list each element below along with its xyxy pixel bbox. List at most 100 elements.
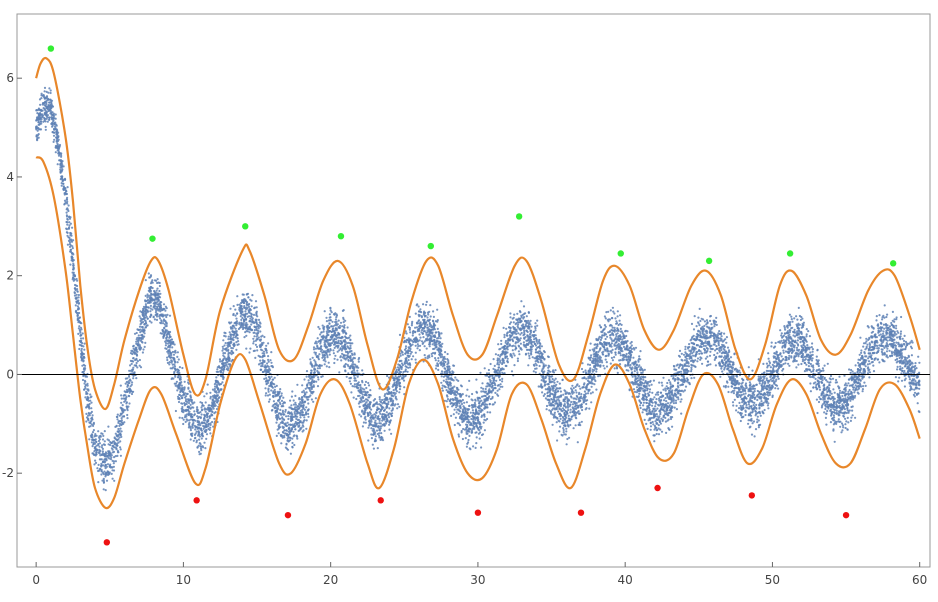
data-point — [434, 359, 437, 362]
data-point — [833, 391, 836, 394]
data-point — [655, 398, 658, 401]
data-point — [336, 358, 339, 361]
data-point — [646, 427, 649, 430]
data-point — [773, 361, 776, 364]
data-point — [135, 377, 138, 380]
data-point — [468, 415, 471, 418]
data-point — [757, 426, 761, 429]
data-point — [514, 345, 517, 348]
data-point — [582, 383, 586, 386]
data-point — [698, 324, 701, 327]
data-point — [243, 336, 246, 339]
data-point — [250, 305, 253, 308]
data-point — [437, 359, 440, 362]
data-point — [796, 343, 800, 346]
data-point — [238, 303, 241, 306]
data-point — [440, 370, 444, 373]
data-point — [83, 342, 86, 345]
data-point — [619, 327, 622, 330]
data-point — [763, 385, 766, 388]
data-point — [307, 415, 310, 418]
data-point — [868, 342, 871, 345]
data-point — [221, 349, 224, 352]
data-point — [183, 386, 186, 389]
data-point — [39, 128, 43, 131]
data-point — [107, 470, 110, 473]
data-point — [156, 313, 159, 316]
data-point — [898, 343, 901, 346]
data-point — [674, 399, 678, 402]
data-point — [305, 370, 309, 373]
data-point — [310, 369, 313, 372]
data-point — [672, 402, 676, 405]
data-point — [536, 324, 539, 327]
data-point — [455, 386, 458, 389]
data-point — [669, 383, 672, 386]
data-point — [701, 325, 704, 328]
data-point — [342, 321, 345, 324]
data-point — [334, 354, 337, 357]
data-point — [439, 354, 442, 357]
data-point — [120, 397, 123, 400]
data-point — [254, 356, 257, 359]
data-point — [350, 352, 353, 355]
data-point — [353, 353, 356, 356]
data-point — [311, 356, 314, 359]
data-point — [394, 403, 397, 406]
data-point — [499, 383, 502, 386]
data-point — [474, 418, 477, 421]
data-point — [740, 382, 743, 385]
data-point — [348, 350, 351, 353]
data-point — [844, 423, 847, 426]
data-point — [710, 323, 713, 326]
data-point — [886, 347, 889, 350]
data-point — [862, 385, 865, 388]
data-point — [439, 337, 442, 340]
data-point — [416, 330, 419, 333]
data-point — [422, 303, 425, 306]
data-point — [102, 434, 105, 437]
data-point — [378, 398, 381, 401]
data-point — [440, 375, 443, 378]
data-point — [263, 377, 266, 380]
data-point — [742, 393, 745, 396]
data-point — [437, 368, 440, 371]
data-point — [478, 437, 481, 440]
data-point — [518, 310, 522, 313]
data-point — [739, 419, 742, 423]
data-point — [616, 371, 619, 374]
data-point — [196, 406, 199, 409]
data-point — [822, 369, 825, 372]
data-point — [398, 333, 402, 336]
data-point — [755, 406, 758, 410]
data-point — [250, 299, 253, 302]
data-point — [328, 353, 331, 356]
data-point — [392, 389, 395, 392]
data-point — [90, 395, 93, 398]
data-point — [318, 327, 321, 330]
data-point — [449, 384, 452, 387]
data-point — [533, 364, 536, 367]
data-point — [222, 357, 225, 361]
data-point — [180, 407, 183, 410]
data-point — [499, 347, 502, 350]
data-point — [176, 351, 179, 354]
data-point — [883, 327, 886, 330]
data-point — [721, 370, 724, 373]
data-point — [739, 371, 742, 374]
data-point — [625, 334, 628, 338]
data-point — [409, 347, 412, 351]
data-point — [417, 345, 420, 348]
data-point — [619, 354, 622, 357]
data-point — [890, 354, 894, 357]
data-point — [404, 368, 407, 371]
data-point — [106, 463, 110, 466]
data-point — [301, 430, 304, 433]
data-point — [451, 370, 454, 373]
data-point — [104, 489, 107, 492]
data-point — [390, 432, 393, 435]
data-point — [88, 438, 91, 441]
data-point — [632, 388, 636, 391]
data-point — [335, 320, 338, 323]
data-point — [714, 357, 717, 360]
